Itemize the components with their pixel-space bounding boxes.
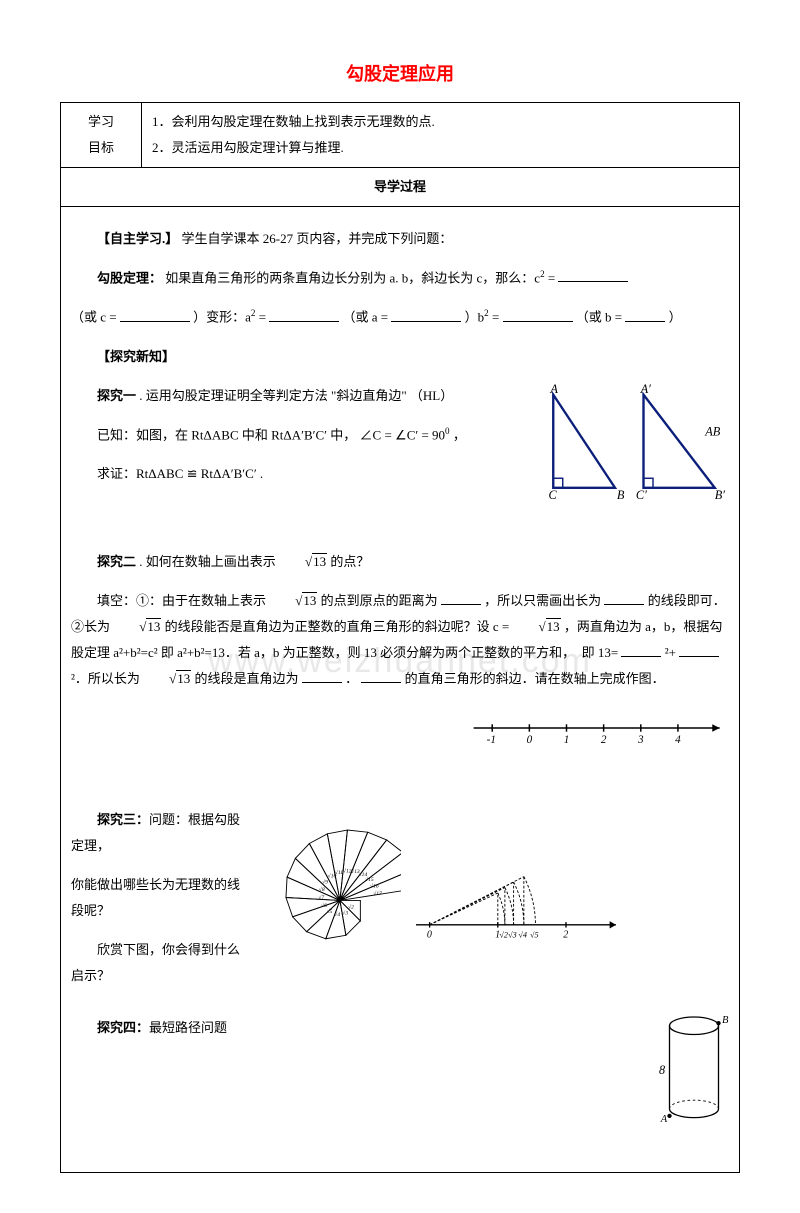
sqrt-icon: 13 (143, 666, 191, 692)
svg-text:A′: A′ (640, 383, 652, 396)
svg-text:C′: C′ (636, 488, 647, 502)
content-cell: www.weizhuannet.com 【自主学习.】 学生自学课本 26-27… (61, 207, 740, 1173)
e4-title: 探究四： (97, 1020, 149, 1035)
objective-2: 2．灵活运用勾股定理计算与推理. (152, 135, 729, 161)
blank (361, 669, 401, 683)
process-header: 导学过程 (61, 168, 740, 207)
svg-text:3: 3 (637, 734, 644, 746)
e2-fill-10: ． (345, 671, 358, 686)
svg-text:2: 2 (563, 930, 568, 941)
e3-q3: 欣赏下图，你会得到什么启示？ (71, 937, 241, 989)
theorem-text-4: （或 a = (343, 310, 389, 325)
svg-text:√5: √5 (327, 908, 333, 915)
e2-fill-1: 填空：①：由于在数轴上表示 (97, 593, 269, 608)
triangle-figure: A B C A′ B′ C′ AB (539, 383, 729, 516)
theorem-text-2: （或 c = (71, 310, 117, 325)
sqrt-icon: 13 (513, 614, 561, 640)
theorem-text-3: ）变形：a (193, 310, 251, 325)
theorem-text-1: 如果直角三角形的两条直角边长分别为 a. b，斜边长为 c，那么：c (165, 270, 540, 285)
cylinder-figure: B A 8 (659, 1012, 729, 1136)
svg-text:√3: √3 (508, 931, 517, 940)
sqrt-icon: 13 (113, 614, 161, 640)
svg-text:√2: √2 (499, 931, 508, 940)
selfstudy-intro: 学生自学课本 26-27 页内容，并完成下列问题： (182, 231, 453, 246)
theorem-text-7: ） (669, 310, 682, 325)
blank (625, 308, 665, 322)
blank (621, 643, 661, 657)
blank (302, 669, 342, 683)
svg-text:C: C (549, 488, 558, 502)
svg-text:√7: √7 (318, 894, 324, 901)
page-title: 勾股定理应用 (60, 60, 740, 86)
blank (441, 591, 481, 605)
e1-given-post: ， (453, 427, 466, 442)
theorem-text-5: ）b (465, 310, 485, 325)
svg-text:8: 8 (659, 1063, 665, 1077)
svg-text:4: 4 (675, 734, 681, 746)
theorem-label: 勾股定理： (97, 270, 162, 285)
blank (120, 308, 190, 322)
numberline-figure: -1 0 1 2 3 4 (469, 709, 729, 756)
e2-title: 探究二 (97, 554, 136, 569)
blank (269, 308, 339, 322)
blank (558, 268, 628, 282)
svg-text:B′: B′ (715, 488, 726, 502)
arc-figure: 012√2√3√4√5 (411, 843, 621, 952)
blank (679, 643, 719, 657)
explore-heading: 【探究新知】 (71, 344, 729, 370)
svg-text:2: 2 (601, 734, 607, 746)
e2-fill-5: 的线段能否是直角边为正整数的直角三角形的斜边呢？设 c = (165, 619, 513, 634)
e3-title: 探究三： (97, 812, 149, 827)
svg-text:-1: -1 (487, 734, 496, 746)
e1-title: 探究一 (97, 388, 136, 403)
svg-text:A: A (660, 1114, 668, 1125)
svg-text:B: B (617, 488, 625, 502)
e1-given-pre: 已知：如图，在 RtΔABC 中和 RtΔA′B′C′ 中， (97, 427, 356, 442)
e2-fill-11: 的直角三角形的斜边．请在数轴上完成作图． (405, 671, 665, 686)
svg-text:√3: √3 (342, 910, 348, 917)
svg-text:0: 0 (527, 734, 533, 746)
sqrt-icon: 13 (269, 588, 317, 614)
objective-1: 1．会利用勾股定理在数轴上找到表示无理数的点. (152, 109, 729, 135)
e2-fill-3: ，所以只需画出长为 (484, 593, 601, 608)
spiral-figure: √2√3√4√5√6√7√8√9√10√11√12√13√14√15√16√17 (251, 828, 401, 967)
theorem-text-6: （或 b = (576, 310, 622, 325)
svg-text:√17: √17 (373, 890, 382, 897)
svg-text:A: A (549, 383, 558, 396)
e2-q: . 如何在数轴上画出表示 (139, 554, 279, 569)
objectives-content: 1．会利用勾股定理在数轴上找到表示无理数的点. 2．灵活运用勾股定理计算与推理. (142, 103, 740, 168)
blank (391, 308, 461, 322)
svg-text:1: 1 (564, 734, 570, 746)
e2-fill-9: 的线段是直角边为 (195, 671, 299, 686)
e3-q2: 你能做出哪些长为无理数的线段呢？ (71, 872, 241, 924)
svg-text:AB: AB (704, 424, 721, 438)
svg-text:0: 0 (427, 930, 432, 941)
main-table: 学习 目标 1．会利用勾股定理在数轴上找到表示无理数的点. 2．灵活运用勾股定理… (60, 102, 740, 1173)
selfstudy-heading: 【自主学习.】 (97, 231, 178, 246)
objectives-label: 学习 目标 (61, 103, 142, 168)
e4-text: 最短路径问题 (149, 1020, 227, 1035)
e2-fill-8: ²．所以长为 (71, 671, 143, 686)
svg-text:√5: √5 (530, 931, 539, 940)
e2-q2: 的点？ (330, 554, 369, 569)
e2-fill-2: 的点到原点的距离为 (321, 593, 438, 608)
e2-fill-7: ²+ (665, 645, 676, 660)
e1-angle: ∠C = ∠C′ = 90 (360, 427, 446, 442)
blank (604, 591, 644, 605)
sqrt-icon: 13 (279, 549, 327, 575)
svg-text:B: B (722, 1015, 729, 1026)
svg-text:√4: √4 (518, 931, 527, 940)
blank (503, 308, 573, 322)
e1-text: . 运用勾股定理证明全等判定方法 "斜边直角边" （HL） (139, 388, 453, 403)
